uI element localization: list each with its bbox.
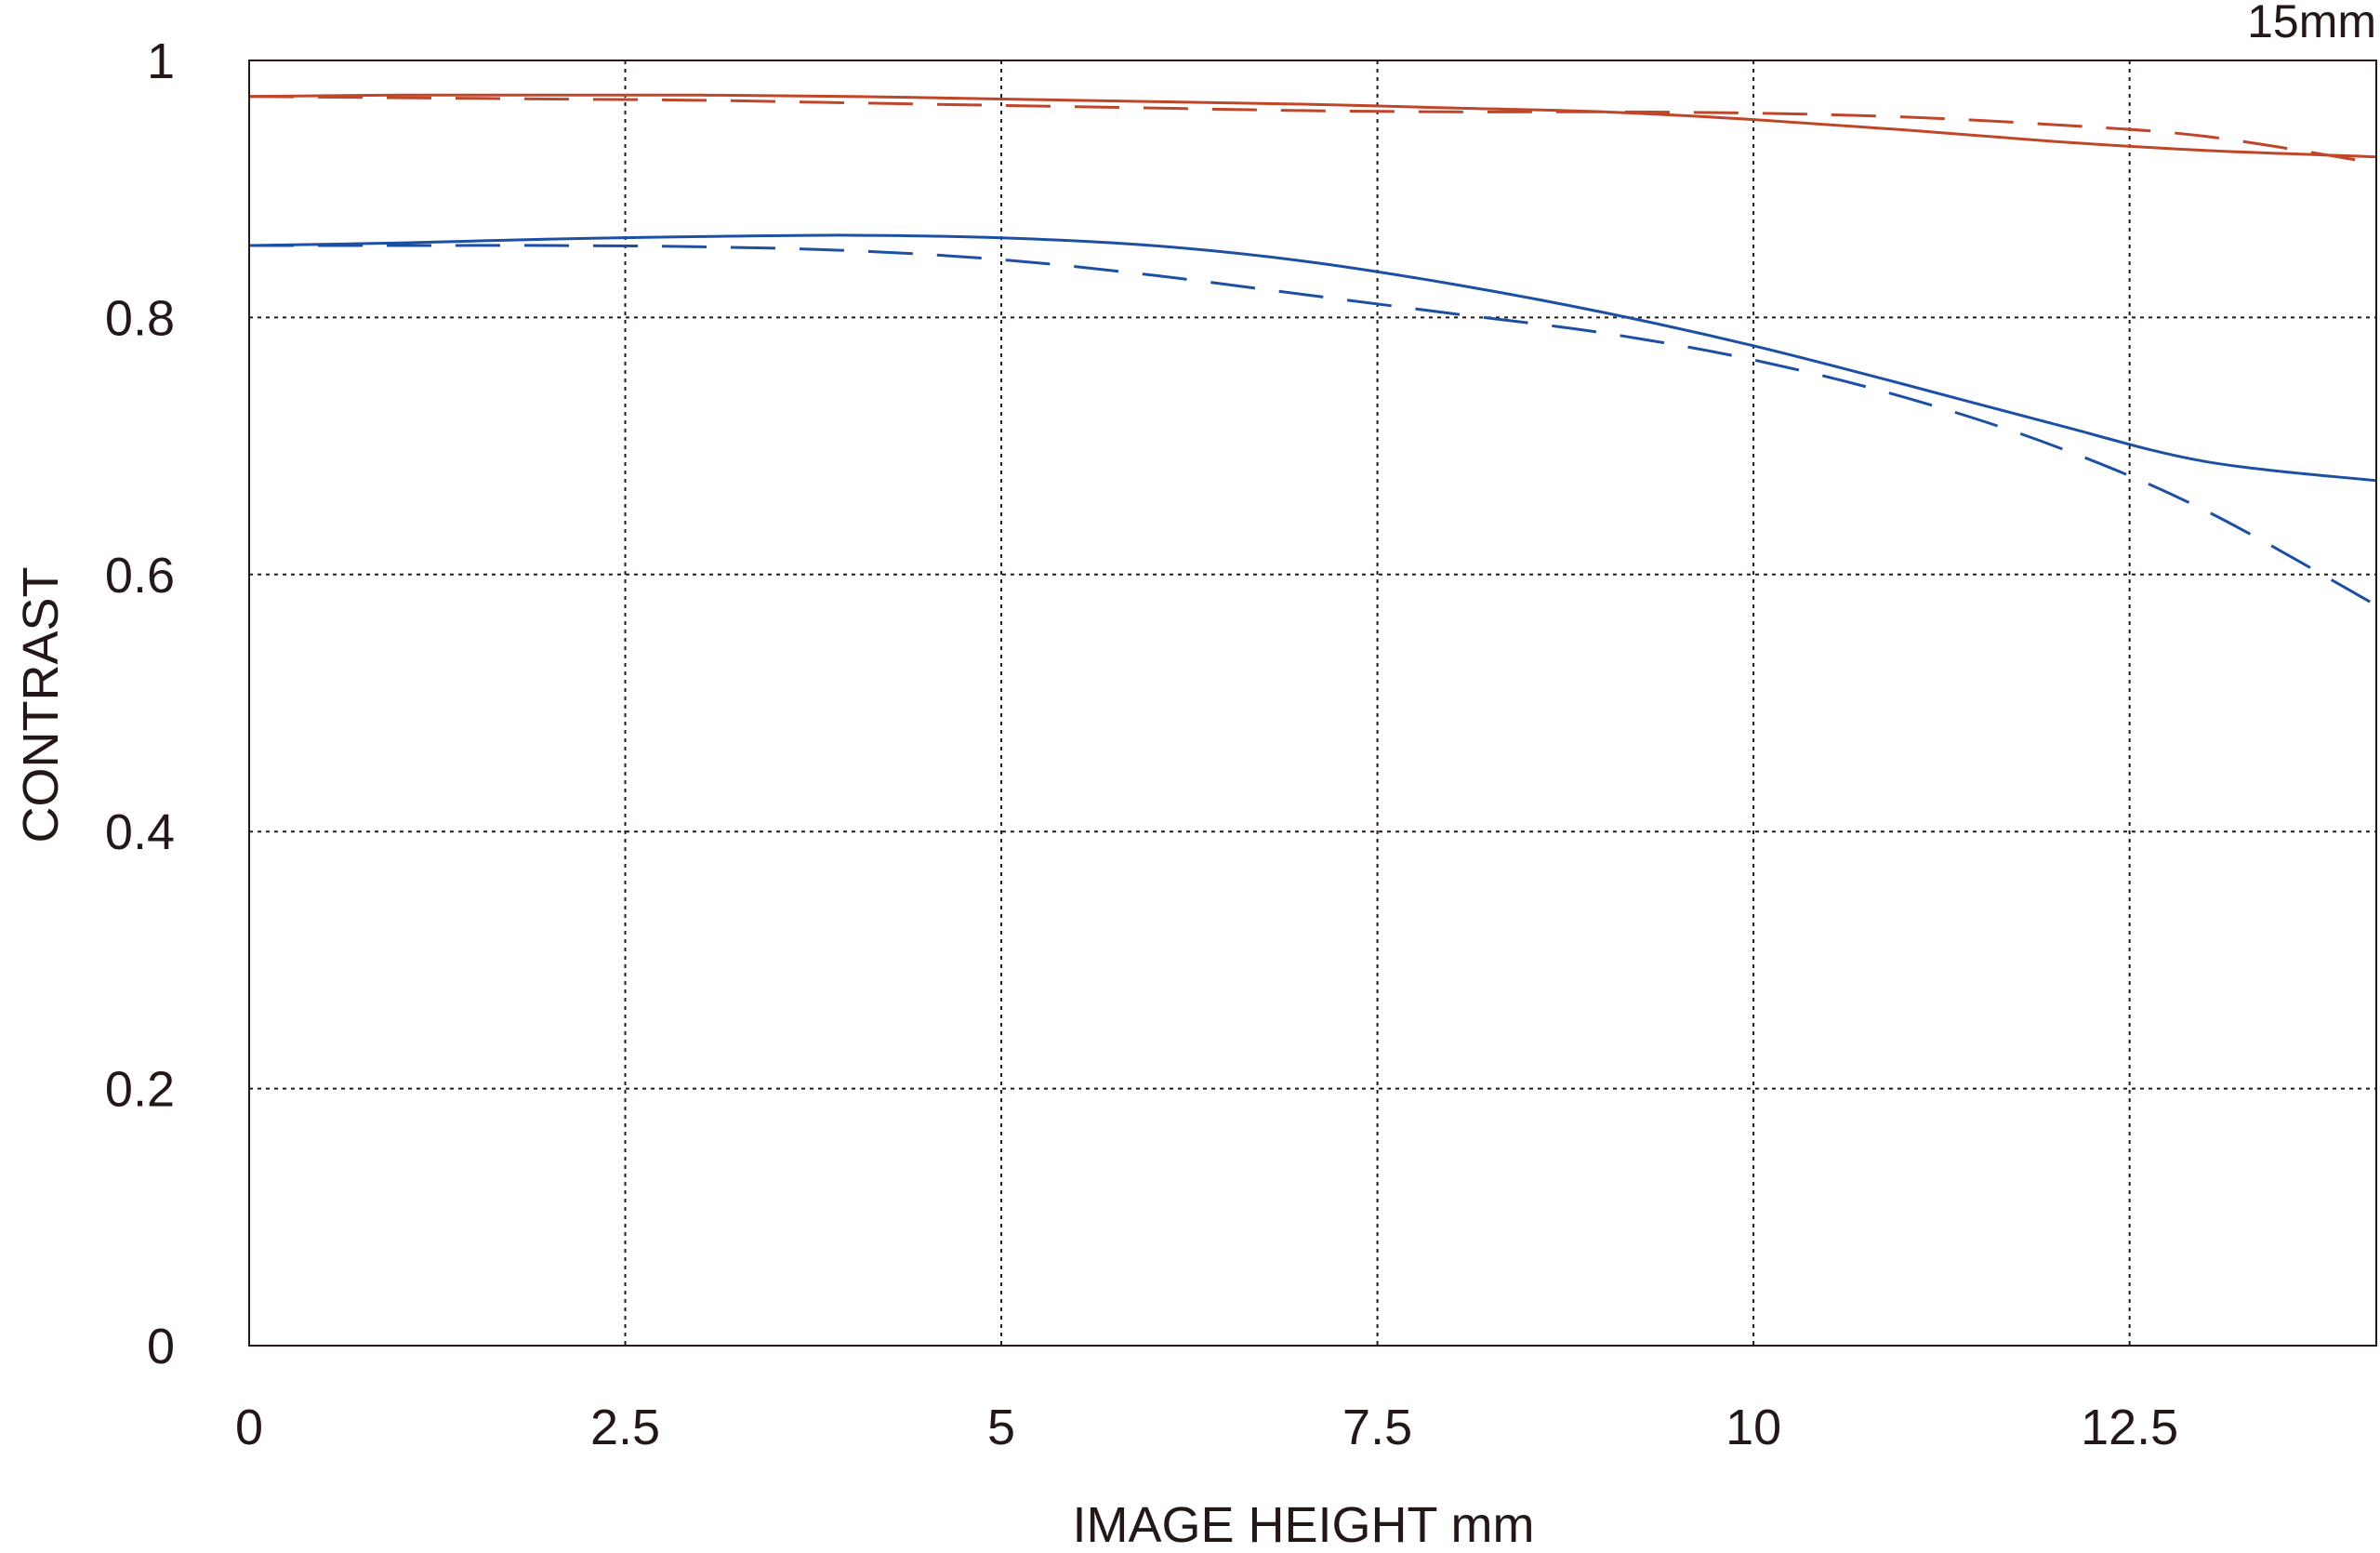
x-tick-label: 10 bbox=[1726, 1400, 1781, 1455]
series-lines bbox=[248, 93, 2377, 607]
plot-area-frame bbox=[248, 60, 2377, 1347]
series-line-3 bbox=[248, 233, 2377, 483]
x-tick-labels: 0 2.5 5 7.5 10 12.5 bbox=[235, 1400, 2178, 1455]
grid-lines bbox=[249, 60, 2376, 1346]
y-tick-label: 0 bbox=[147, 1319, 175, 1374]
x-tick-label: 7.5 bbox=[1342, 1400, 1412, 1455]
y-tick-label: 1 bbox=[147, 33, 175, 89]
x-tick-label: 12.5 bbox=[2081, 1400, 2178, 1455]
y-tick-label: 0.2 bbox=[105, 1062, 175, 1118]
focal-length-label: 15mm bbox=[2247, 0, 2376, 47]
y-tick-label: 0.4 bbox=[105, 804, 175, 860]
series-line-4 bbox=[249, 244, 2377, 607]
y-tick-label: 0.8 bbox=[105, 290, 175, 346]
x-tick-label: 2.5 bbox=[590, 1400, 660, 1455]
x-axis-title: IMAGE HEIGHT mm bbox=[1072, 1497, 1534, 1553]
y-tick-labels: 0 0.2 0.4 0.6 0.8 1 bbox=[105, 33, 175, 1374]
y-tick-label: 0.6 bbox=[105, 548, 175, 604]
y-axis-title: CONTRAST bbox=[13, 567, 69, 843]
x-tick-label: 0 bbox=[235, 1400, 263, 1455]
series-line-1 bbox=[248, 93, 2377, 159]
x-tick-label: 5 bbox=[987, 1400, 1015, 1455]
series-line-2 bbox=[248, 95, 2377, 166]
